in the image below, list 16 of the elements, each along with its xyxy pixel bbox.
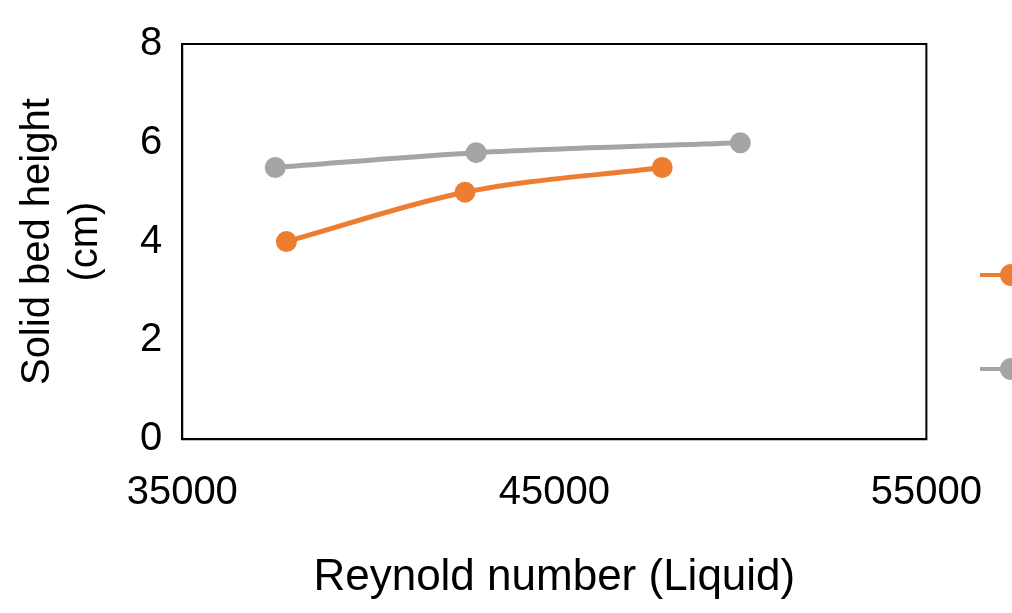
point [465,142,487,164]
point [651,157,673,178]
point [264,157,286,178]
y-tick-label: 2 [140,315,163,360]
point [729,132,751,154]
point [275,231,297,253]
x-tick-label: 55000 [870,468,982,513]
x-axis-title: Reynold number (Liquid) [313,549,796,599]
point [454,181,476,203]
x-tick-label: 35000 [126,468,238,513]
y-tick-label: 8 [140,19,163,64]
x-tick-label: 45000 [498,468,610,513]
y-axis-title: Solid bed height (cm) [13,98,106,386]
y-tick-label: 4 [140,216,163,261]
y-tick-label: 6 [140,117,163,162]
y-tick-label: 0 [140,414,163,459]
